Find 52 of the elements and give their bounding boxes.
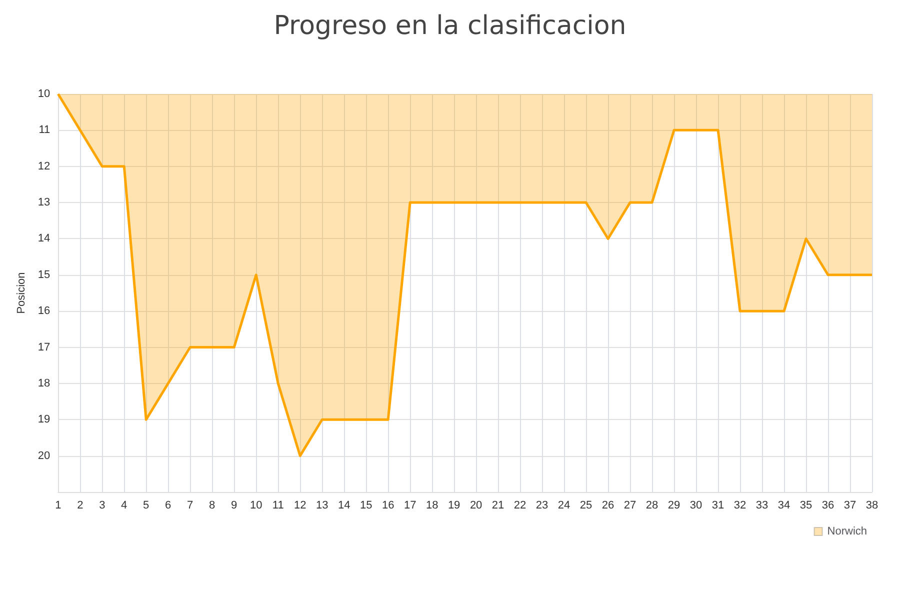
y-tick-label: 12: [38, 160, 50, 172]
x-tick-label: 34: [778, 500, 790, 512]
x-tick-label: 25: [580, 500, 592, 512]
x-tick-label: 15: [360, 500, 372, 512]
x-tick-label: 37: [844, 500, 856, 512]
x-tick-label: 17: [404, 500, 416, 512]
x-tick-label: 7: [187, 500, 194, 512]
y-tick-label: 14: [38, 232, 50, 245]
y-tick-label: 10: [38, 88, 50, 100]
x-tick-label: 20: [470, 500, 482, 512]
x-tick-label: 30: [690, 500, 702, 512]
x-tick-label: 22: [514, 500, 526, 512]
x-tick-label: 8: [209, 500, 216, 512]
y-axis-title: Posicion: [16, 272, 28, 314]
x-tick-label: 23: [536, 500, 548, 512]
x-tick-label: 32: [734, 500, 746, 512]
legend-label: Norwich: [827, 526, 868, 538]
x-tick-label: 24: [558, 500, 570, 512]
y-tick-label: 18: [38, 377, 50, 390]
x-tick-label: 9: [231, 500, 238, 512]
x-tick-label: 1: [55, 500, 62, 512]
y-tick-label: 13: [38, 196, 50, 209]
x-tick-label: 31: [712, 500, 724, 512]
y-tick-label: 19: [38, 414, 50, 426]
y-tick-label: 16: [38, 305, 50, 318]
chart-title: Progreso en la clasificacion: [274, 11, 626, 41]
x-tick-label: 36: [822, 500, 834, 512]
x-tick-label: 33: [756, 500, 768, 512]
x-tick-label: 26: [602, 500, 614, 512]
y-tick-label: 17: [38, 341, 50, 354]
x-tick-label: 16: [382, 500, 394, 512]
x-tick-label: 3: [99, 500, 106, 512]
x-tick-label: 27: [624, 500, 636, 512]
x-tick-label: 10: [250, 500, 262, 512]
x-tick-label: 19: [448, 500, 460, 512]
x-tick-label: 12: [294, 500, 306, 512]
x-tick-label: 35: [800, 500, 812, 512]
x-tick-label: 29: [668, 500, 680, 512]
x-tick-label: 13: [316, 500, 328, 512]
x-tick-label: 38: [866, 500, 878, 512]
x-tick-label: 21: [492, 500, 504, 512]
x-tick-label: 14: [338, 500, 350, 512]
x-tick-label: 28: [646, 500, 658, 512]
x-tick-label: 2: [77, 500, 84, 512]
x-tick-label: 4: [121, 500, 128, 512]
y-tick-label: 20: [38, 450, 50, 462]
x-tick-label: 6: [165, 500, 172, 512]
y-tick-label: 15: [38, 268, 50, 281]
y-tick-label: 11: [38, 124, 50, 136]
x-tick-label: 11: [272, 500, 284, 512]
x-tick-label: 18: [426, 500, 438, 512]
x-tick-label: 5: [143, 500, 150, 512]
